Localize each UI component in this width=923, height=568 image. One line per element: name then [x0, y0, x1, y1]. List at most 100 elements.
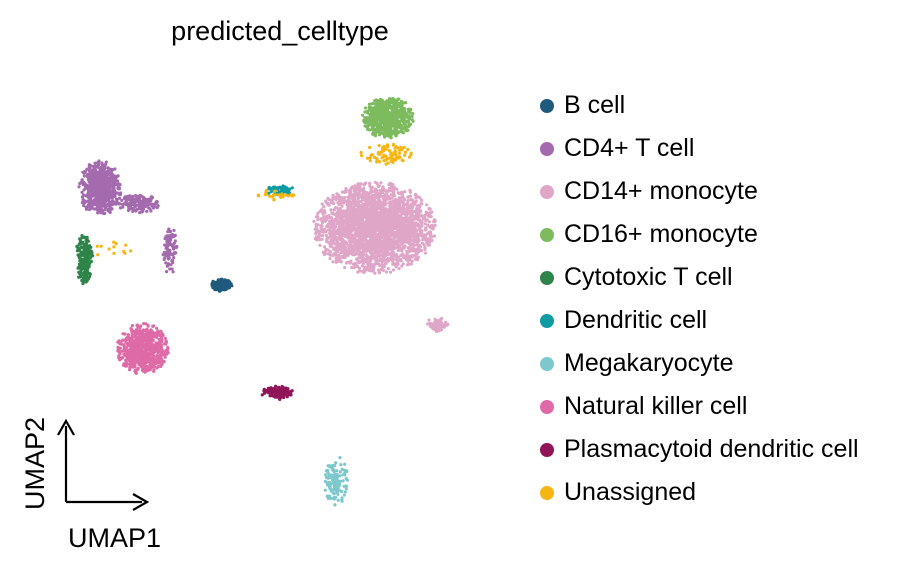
data-point: [82, 276, 87, 280]
data-point: [388, 270, 393, 274]
series-cytotoxic-t-cell: [75, 234, 95, 286]
data-point: [401, 241, 405, 245]
data-point: [84, 200, 88, 204]
data-point: [396, 259, 400, 263]
data-point: [369, 185, 373, 190]
data-point: [384, 231, 388, 235]
data-point: [352, 197, 357, 201]
data-point: [337, 253, 341, 257]
data-point: [414, 209, 418, 213]
data-point: [399, 235, 403, 239]
data-point: [379, 103, 383, 107]
data-point: [135, 207, 140, 211]
data-point: [379, 106, 383, 110]
data-point: [365, 197, 369, 201]
data-point: [384, 261, 388, 265]
data-point: [173, 239, 177, 243]
data-point: [331, 193, 335, 197]
data-point: [359, 209, 363, 213]
data-point: [145, 209, 149, 213]
data-point: [78, 246, 82, 250]
data-point: [317, 237, 321, 241]
data-point: [367, 257, 372, 261]
data-point: [357, 219, 362, 223]
data-point: [166, 248, 170, 252]
data-point: [409, 122, 413, 126]
data-point: [408, 258, 412, 262]
data-point: [383, 135, 387, 139]
data-point: [165, 264, 169, 268]
data-point: [392, 118, 396, 122]
data-point: [120, 198, 124, 202]
data-point: [103, 211, 107, 216]
data-point: [411, 242, 415, 246]
data-point: [387, 215, 392, 219]
data-point: [381, 268, 385, 272]
data-point: [388, 116, 393, 120]
data-point: [399, 110, 403, 114]
data-point: [400, 249, 404, 253]
data-point: [337, 228, 342, 232]
data-point: [368, 263, 372, 267]
data-point: [373, 99, 378, 103]
data-point: [343, 265, 347, 270]
data-point: [117, 187, 121, 191]
data-point: [416, 233, 420, 237]
data-point: [409, 219, 413, 223]
data-point: [318, 234, 322, 238]
data-point: [348, 245, 352, 249]
data-point: [390, 121, 394, 125]
data-point: [439, 328, 443, 332]
data-point: [391, 242, 395, 246]
data-point: [352, 217, 356, 221]
data-point: [85, 272, 89, 276]
data-point: [379, 181, 383, 185]
data-point: [337, 231, 341, 235]
data-point: [392, 107, 396, 112]
data-point: [326, 252, 330, 256]
data-point: [356, 201, 360, 205]
data-point: [401, 226, 405, 230]
data-point: [84, 243, 88, 247]
data-point: [216, 278, 220, 282]
data-point: [269, 187, 273, 191]
data-point: [328, 257, 332, 261]
data-point: [378, 268, 383, 272]
data-point: [279, 186, 283, 190]
data-point: [351, 240, 355, 244]
data-point: [384, 245, 388, 250]
data-point: [434, 323, 438, 328]
data-point: [355, 216, 359, 221]
data-point: [434, 327, 438, 331]
data-point: [403, 110, 407, 114]
data-point: [348, 261, 352, 265]
data-point: [82, 171, 86, 175]
data-point: [91, 179, 95, 183]
data-point: [324, 230, 328, 234]
data-point: [429, 325, 433, 329]
data-point: [377, 271, 382, 275]
data-point: [97, 205, 101, 209]
data-point: [362, 183, 366, 187]
data-point: [325, 224, 329, 228]
data-point: [388, 208, 392, 212]
data-point: [221, 283, 225, 287]
data-point: [326, 202, 330, 206]
data-point: [390, 229, 394, 234]
data-point: [332, 484, 336, 488]
data-point: [388, 197, 392, 201]
data-point: [415, 252, 419, 256]
data-point: [356, 197, 360, 201]
data-point: [75, 245, 79, 249]
data-point: [432, 234, 437, 238]
data-point: [85, 194, 89, 198]
data-point: [330, 211, 334, 215]
data-point: [385, 218, 389, 222]
data-point: [421, 217, 426, 221]
data-point: [324, 233, 328, 238]
data-point: [80, 178, 84, 182]
data-point: [424, 234, 428, 238]
data-point: [118, 202, 122, 206]
data-point: [95, 200, 99, 204]
data-point: [405, 113, 409, 117]
